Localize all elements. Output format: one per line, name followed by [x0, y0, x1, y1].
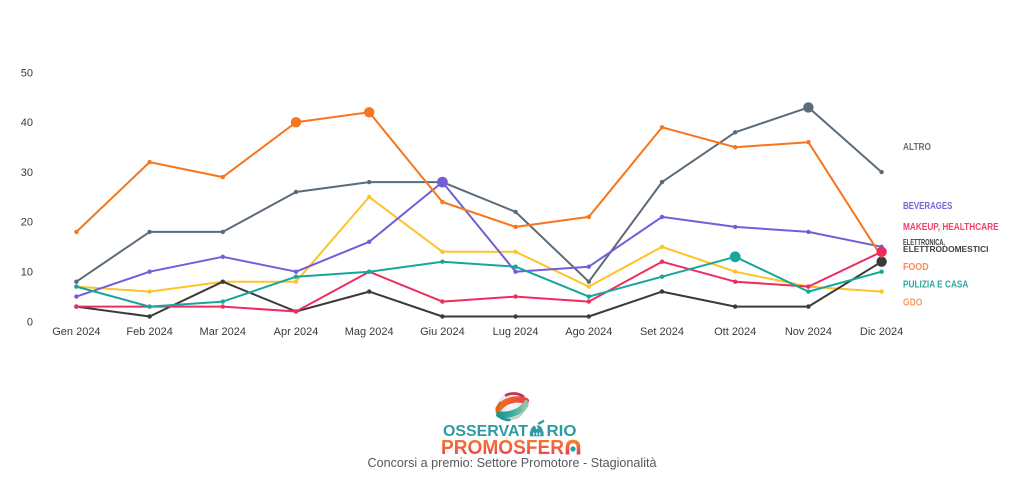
svg-text:MAKEUP, HEALTHCARE: MAKEUP, HEALTHCARE	[903, 221, 999, 233]
svg-text:GDO: GDO	[903, 297, 922, 309]
svg-text:PULIZIA E CASA: PULIZIA E CASA	[903, 279, 969, 291]
svg-text:10: 10	[21, 267, 33, 279]
svg-text:Feb 2024: Feb 2024	[126, 326, 172, 338]
svg-text:Mag 2024: Mag 2024	[345, 326, 394, 338]
svg-text:Concorsi a premio: Settore Pro: Concorsi a premio: Settore Promotore - S…	[368, 456, 657, 470]
svg-text:20: 20	[21, 217, 33, 229]
svg-text:Ott 2024: Ott 2024	[714, 326, 756, 338]
svg-text:Ago 2024: Ago 2024	[565, 326, 612, 338]
svg-text:Giu 2024: Giu 2024	[420, 326, 465, 338]
svg-text:ELETTRODOMESTICI: ELETTRODOMESTICI	[903, 245, 989, 254]
svg-text:BEVERAGES: BEVERAGES	[903, 200, 952, 212]
svg-text:Set 2024: Set 2024	[640, 326, 684, 338]
svg-text:Lug 2024: Lug 2024	[493, 326, 539, 338]
svg-text:Mar 2024: Mar 2024	[200, 326, 246, 338]
svg-text:30: 30	[21, 167, 33, 179]
svg-text:OSSERVAT: OSSERVAT	[443, 423, 529, 440]
svg-text:Apr 2024: Apr 2024	[274, 326, 319, 338]
svg-text:PROMOSFER: PROMOSFER	[441, 436, 564, 459]
svg-text:RIO: RIO	[547, 423, 577, 440]
svg-text:40: 40	[21, 117, 33, 129]
svg-text:ALTRO: ALTRO	[903, 141, 931, 153]
svg-text:50: 50	[21, 67, 33, 79]
svg-text:ELETTRONICA,: ELETTRONICA,	[903, 238, 945, 247]
svg-text:FOOD: FOOD	[903, 261, 929, 273]
svg-text:Dic 2024: Dic 2024	[860, 326, 903, 338]
svg-text:Nov 2024: Nov 2024	[785, 326, 832, 338]
svg-text:0: 0	[27, 316, 33, 328]
svg-text:Gen 2024: Gen 2024	[52, 326, 100, 338]
